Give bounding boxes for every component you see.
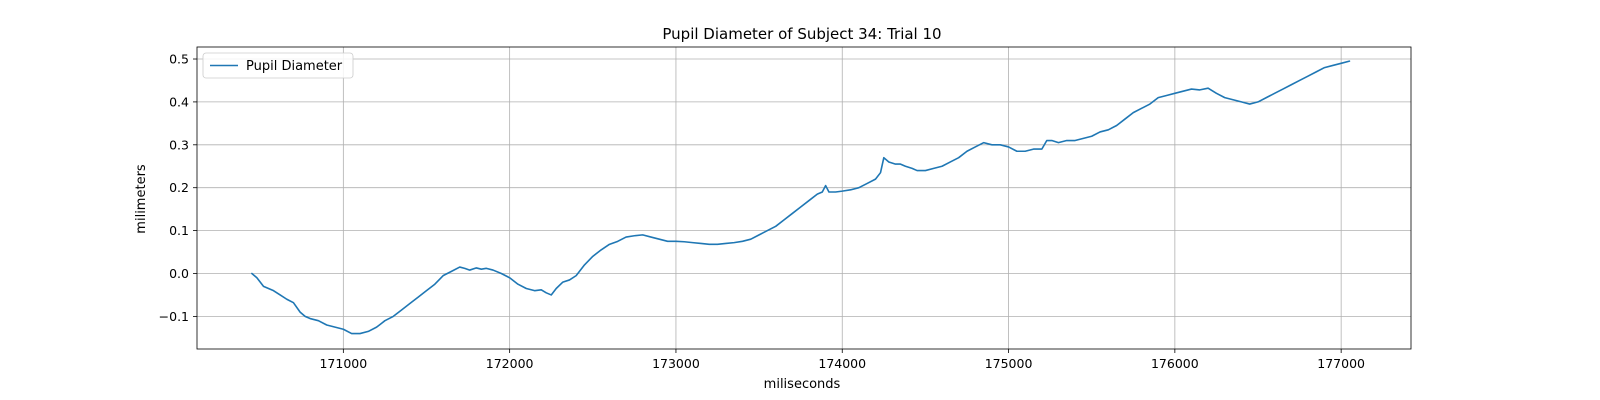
y-tick-label: 0.5 bbox=[169, 52, 189, 67]
x-tick-label: 174000 bbox=[818, 356, 866, 371]
x-tick-label: 172000 bbox=[486, 356, 534, 371]
y-tick-label: 0.3 bbox=[169, 137, 189, 152]
axis-ticks: 171000 172000 173000 174000 175000 176000 1770… bbox=[159, 52, 1365, 371]
y-tick-label: 0.0 bbox=[169, 266, 189, 281]
x-tick-label: 173000 bbox=[652, 356, 700, 371]
y-tick-label: −0.1 bbox=[159, 309, 189, 324]
legend: Pupil Diameter bbox=[202, 52, 354, 79]
plot-frame bbox=[196, 46, 1412, 350]
y-tick-label: 0.1 bbox=[169, 223, 189, 238]
x-tick-label: 176000 bbox=[1151, 356, 1199, 371]
y-axis-label: milimeters bbox=[134, 164, 149, 234]
x-tick-label: 177000 bbox=[1317, 356, 1365, 371]
y-tick-label: 0.2 bbox=[169, 180, 189, 195]
series-line-pupil-diameter bbox=[251, 60, 1351, 335]
series-layer bbox=[251, 60, 1351, 335]
chart-title: Pupil Diameter of Subject 34: Trial 10 bbox=[662, 25, 941, 43]
legend-entry: Pupil Diameter bbox=[246, 59, 343, 74]
x-tick-label: 175000 bbox=[985, 356, 1033, 371]
legend-box bbox=[202, 52, 354, 79]
x-tick-label: 171000 bbox=[319, 356, 367, 371]
grid-lines bbox=[197, 47, 1411, 349]
x-axis-label: miliseconds bbox=[764, 377, 841, 392]
y-tick-label: 0.4 bbox=[169, 94, 189, 109]
